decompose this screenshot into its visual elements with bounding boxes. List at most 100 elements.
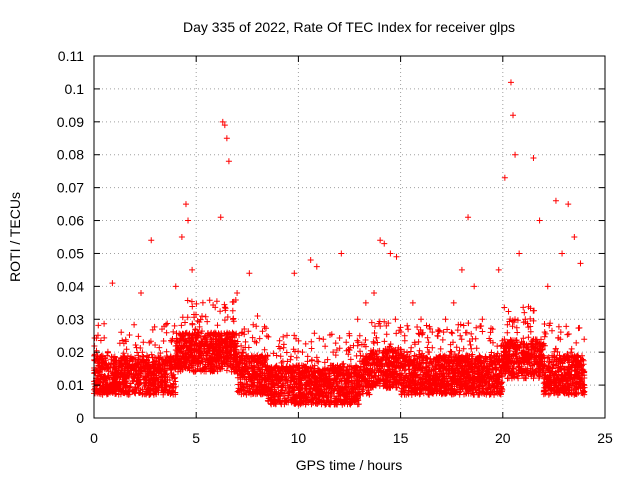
data-point — [536, 217, 543, 224]
data-point — [221, 122, 228, 129]
data-point — [442, 316, 449, 323]
data-point — [209, 345, 216, 352]
data-point — [172, 283, 179, 290]
data-point — [246, 270, 253, 277]
data-point — [346, 332, 353, 339]
data-point — [426, 349, 433, 356]
data-point — [530, 155, 537, 162]
x-tick-label: 0 — [90, 430, 98, 446]
data-point — [117, 362, 124, 369]
data-point — [127, 365, 134, 372]
data-point — [381, 240, 388, 247]
data-point — [260, 355, 267, 362]
data-point — [330, 349, 337, 356]
data-point — [362, 299, 369, 306]
data-point — [182, 201, 189, 208]
data-point — [393, 253, 400, 260]
x-tick-label: 25 — [597, 430, 613, 446]
x-axis-label: GPS time / hours — [296, 457, 403, 473]
data-point — [577, 260, 584, 267]
data-point — [138, 289, 145, 296]
data-point — [507, 79, 514, 86]
y-tick-label: 0.04 — [57, 278, 84, 294]
data-point — [565, 201, 572, 208]
data-point — [544, 283, 551, 290]
data-point — [229, 316, 236, 323]
data-point — [307, 257, 314, 264]
data-point — [164, 359, 171, 366]
data-point — [234, 289, 241, 296]
data-point — [458, 266, 465, 273]
data-point — [274, 375, 281, 382]
data-point — [321, 365, 328, 372]
x-tick-label: 20 — [495, 430, 511, 446]
y-tick-label: 0.07 — [57, 180, 84, 196]
data-point — [522, 316, 529, 323]
x-tick-labels: 0 5 10 15 20 25 — [90, 430, 613, 446]
data-point — [516, 250, 523, 257]
data-point — [219, 118, 226, 125]
data-point — [254, 312, 261, 319]
data-point — [109, 280, 116, 287]
data-point — [240, 349, 247, 356]
data-point — [338, 250, 345, 257]
data-point — [465, 214, 472, 221]
data-point — [193, 349, 200, 356]
data-point — [203, 355, 210, 362]
data-point — [387, 250, 394, 257]
data-point — [510, 112, 517, 119]
y-tick-label: 0.06 — [57, 213, 84, 229]
data-point — [185, 217, 192, 224]
data-point — [268, 365, 275, 372]
y-axis-label: ROTI / TECUs — [7, 192, 23, 282]
data-point — [409, 299, 416, 306]
data-point — [559, 250, 566, 257]
y-tick-labels: 0 0.01 0.02 0.03 0.04 0.05 0.06 0.07 0.08 0.09 0.1… — [57, 48, 84, 426]
chart-title: Day 335 of 2022, Rate Of TEC Index for r… — [183, 19, 515, 35]
y-tick-label: 0.01 — [57, 377, 84, 393]
y-tick-label: 0.1 — [65, 81, 85, 97]
y-tick-label: 0.08 — [57, 147, 84, 163]
data-point — [434, 332, 441, 339]
data-point — [377, 237, 384, 244]
y-tick-label: 0.02 — [57, 344, 84, 360]
data-point — [101, 375, 108, 382]
grid-layer — [94, 56, 605, 418]
data-point — [401, 332, 408, 339]
y-tick-label: 0 — [76, 410, 84, 426]
data-point — [299, 349, 306, 356]
data-point — [189, 266, 196, 273]
x-tick-label: 15 — [393, 430, 409, 446]
data-point — [552, 197, 559, 204]
data-point — [501, 174, 508, 181]
data-point — [371, 289, 378, 296]
y-tick-label: 0.09 — [57, 114, 84, 130]
data-point — [479, 316, 486, 323]
data-point — [571, 234, 578, 240]
data-point — [148, 237, 155, 244]
data-point — [178, 234, 185, 240]
data-point — [512, 151, 519, 158]
data-point — [495, 266, 502, 273]
data-points-layer — [95, 79, 584, 382]
data-point — [418, 316, 425, 323]
data-point — [354, 316, 361, 323]
point-cloud-layer — [91, 297, 588, 408]
data-point — [283, 368, 290, 375]
plot-frame — [93, 55, 606, 419]
data-point — [213, 336, 220, 343]
data-point — [217, 214, 224, 221]
data-point — [95, 372, 102, 379]
data-point — [223, 135, 230, 142]
ticks-layer — [93, 55, 606, 419]
measurement-cloud — [91, 297, 588, 408]
data-point — [487, 329, 494, 336]
y-tick-label: 0.03 — [57, 311, 84, 327]
y-tick-label: 0.11 — [58, 48, 84, 64]
data-point — [156, 355, 163, 362]
x-tick-label: 10 — [291, 430, 307, 446]
data-point — [313, 263, 320, 270]
data-point — [197, 342, 204, 349]
data-point — [291, 270, 298, 277]
